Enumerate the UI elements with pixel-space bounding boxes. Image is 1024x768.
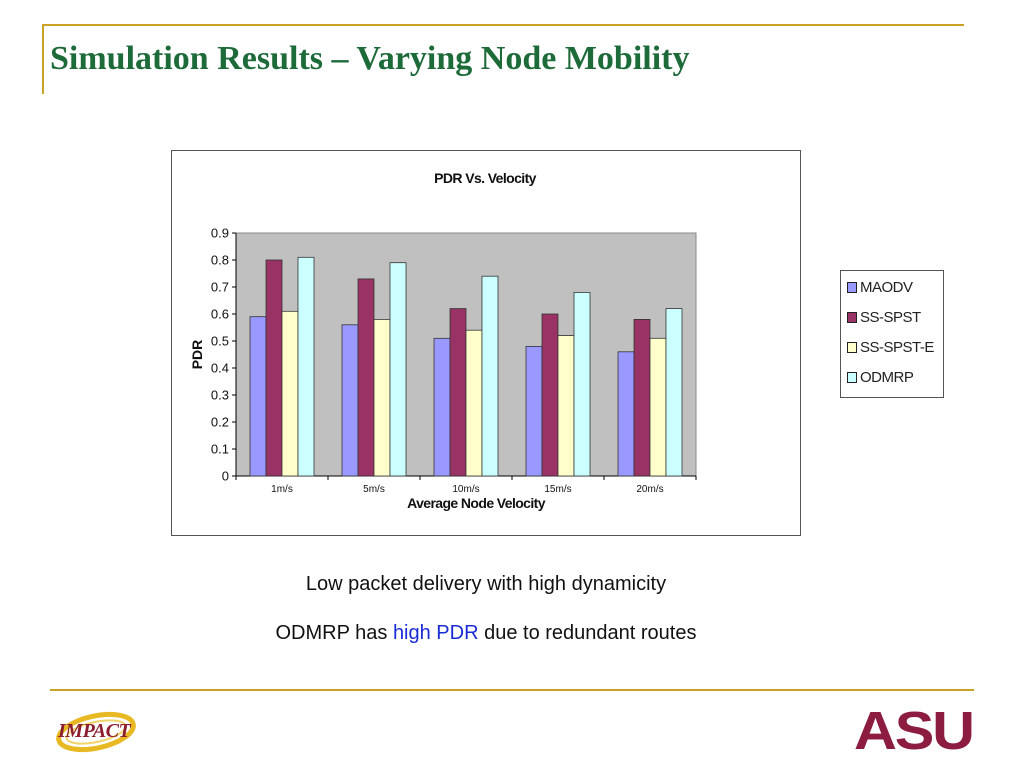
x-tick-label: 20m/s: [636, 484, 663, 495]
caption-odmrp-highlight: high PDR: [392, 622, 479, 644]
legend-swatch: [847, 371, 857, 383]
y-tick-label: 0.6: [211, 307, 229, 322]
y-tick-label: 0.5: [211, 334, 229, 349]
y-tick-label: 0.9: [211, 226, 229, 241]
legend-label: MAODV: [860, 278, 913, 296]
legend-item-ss-spst-e: SS-SPST-E: [847, 337, 934, 357]
y-tick-label: 0.7: [211, 280, 229, 295]
bar-ss-spst-e-10m-s: [465, 329, 483, 477]
x-tick-label: 5m/s: [363, 484, 385, 495]
footer-rule: [50, 689, 974, 691]
legend-label: SS-SPST: [860, 308, 921, 326]
bar-maodv-20m-s: [617, 351, 635, 477]
bar-odmrp-15m-s: [573, 291, 591, 477]
bar-ss-spst-e-5m-s: [373, 318, 391, 477]
caption-odmrp-pre: ODMRP has: [275, 622, 393, 644]
impact-logo: IMPACT: [52, 706, 136, 756]
bar-ss-spst-e-1m-s: [281, 310, 299, 477]
x-tick-label: 10m/s: [452, 484, 479, 495]
x-tick-label: 15m/s: [544, 484, 571, 495]
bar-maodv-10m-s: [433, 337, 451, 477]
x-axis-label: Average Node Velocity: [407, 495, 546, 511]
bar-ss-spst-e-20m-s: [649, 337, 667, 477]
legend-label: ODMRP: [860, 368, 914, 386]
bar-ss-spst-1m-s: [265, 259, 283, 477]
slide-title: Simulation Results – Varying Node Mobili…: [50, 40, 690, 77]
bar-ss-spst-5m-s: [357, 278, 375, 477]
chart-title: PDR Vs. Velocity: [434, 170, 536, 186]
bar-odmrp-5m-s: [389, 262, 407, 477]
caption-odmrp: ODMRP has high PDR due to redundant rout…: [0, 622, 972, 645]
legend-swatch: [847, 311, 857, 323]
impact-swoosh-icon: [56, 711, 136, 753]
chart-legend: MAODV SS-SPST SS-SPST-E ODMRP: [840, 270, 944, 398]
legend-label: SS-SPST-E: [860, 338, 934, 356]
bar-ss-spst-10m-s: [449, 308, 467, 477]
title-frame-left-rule: [42, 24, 44, 94]
legend-item-maodv: MAODV: [847, 277, 913, 297]
bar-odmrp-10m-s: [481, 275, 499, 477]
bar-ss-spst-20m-s: [633, 318, 651, 477]
bar-ss-spst-15m-s: [541, 313, 559, 477]
bar-maodv-1m-s: [249, 316, 267, 477]
y-tick-label: 0.1: [211, 442, 229, 457]
y-tick-label: 0.2: [211, 415, 229, 430]
legend-item-ss-spst: SS-SPST: [847, 307, 921, 327]
bar-odmrp-20m-s: [665, 308, 683, 477]
x-tick-label: 1m/s: [271, 484, 293, 495]
y-tick-label: 0.4: [211, 361, 229, 376]
y-axis-label: PDR: [189, 340, 205, 370]
legend-swatch: [847, 341, 857, 353]
bar-odmrp-1m-s: [297, 256, 315, 477]
legend-item-odmrp: ODMRP: [847, 367, 914, 387]
asu-logo: ASU: [854, 701, 975, 761]
caption-low-delivery: Low packet delivery with high dynamicity: [305, 573, 667, 595]
y-tick-label: 0.8: [211, 253, 229, 268]
bar-ss-spst-e-15m-s: [557, 335, 575, 477]
impact-logo-text: IMPACT: [58, 720, 131, 742]
legend-swatch: [847, 281, 857, 293]
bar-maodv-15m-s: [525, 345, 543, 477]
y-tick-label: 0: [222, 469, 229, 484]
pdr-velocity-chart: PDR Vs. Velocity 0 0.1 0.2 0.3 0.4 0.5 0.6 0.7 0.…: [189, 170, 697, 511]
chart-container: PDR Vs. Velocity 0 0.1 0.2 0.3 0.4 0.5 0.6 0.7 0.…: [171, 150, 801, 536]
bar-maodv-5m-s: [341, 324, 359, 477]
title-frame-top-rule: [42, 24, 964, 26]
caption-odmrp-post: due to redundant routes: [478, 622, 697, 644]
y-tick-label: 0.3: [211, 388, 229, 403]
